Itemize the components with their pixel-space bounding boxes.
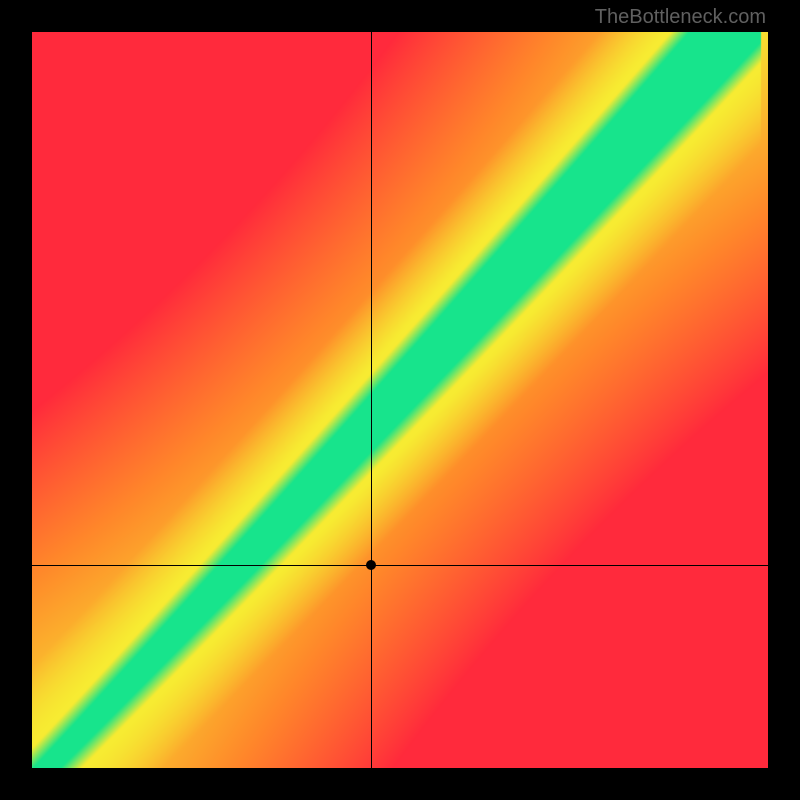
crosshair-vertical	[371, 32, 372, 768]
crosshair-horizontal	[32, 565, 768, 566]
plot-area	[32, 32, 768, 768]
marker-dot	[366, 560, 376, 570]
watermark-text: TheBottleneck.com	[595, 6, 766, 29]
heatmap-canvas	[32, 32, 768, 768]
chart-container: TheBottleneck.com	[0, 0, 800, 800]
